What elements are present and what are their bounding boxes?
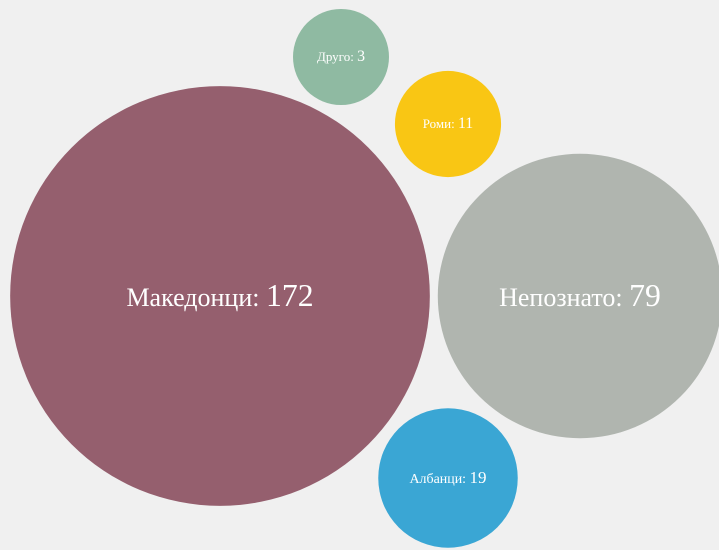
bubble	[293, 9, 389, 105]
bubble	[378, 408, 518, 548]
bubble-label: Албанци19	[409, 468, 486, 488]
bubble-label: Роми11	[423, 115, 474, 133]
bubble-label: Непознато79	[499, 278, 661, 314]
value-label: 19	[469, 468, 487, 487]
category-label: Албанци	[409, 472, 469, 487]
value-label: 79	[629, 278, 661, 313]
bubble-label: Македонци172	[126, 278, 313, 314]
category-label: Македонци	[126, 283, 266, 312]
bubble-label: Друго3	[317, 48, 365, 66]
bubble	[394, 70, 502, 178]
value-label: 172	[265, 278, 314, 313]
category-label: Роми	[423, 116, 458, 131]
category-label: Непознато	[499, 283, 629, 312]
bubble	[437, 153, 719, 439]
value-label: 3	[357, 48, 366, 65]
value-label: 11	[457, 115, 474, 132]
category-label: Друго	[317, 49, 357, 64]
bubble	[10, 86, 430, 506]
